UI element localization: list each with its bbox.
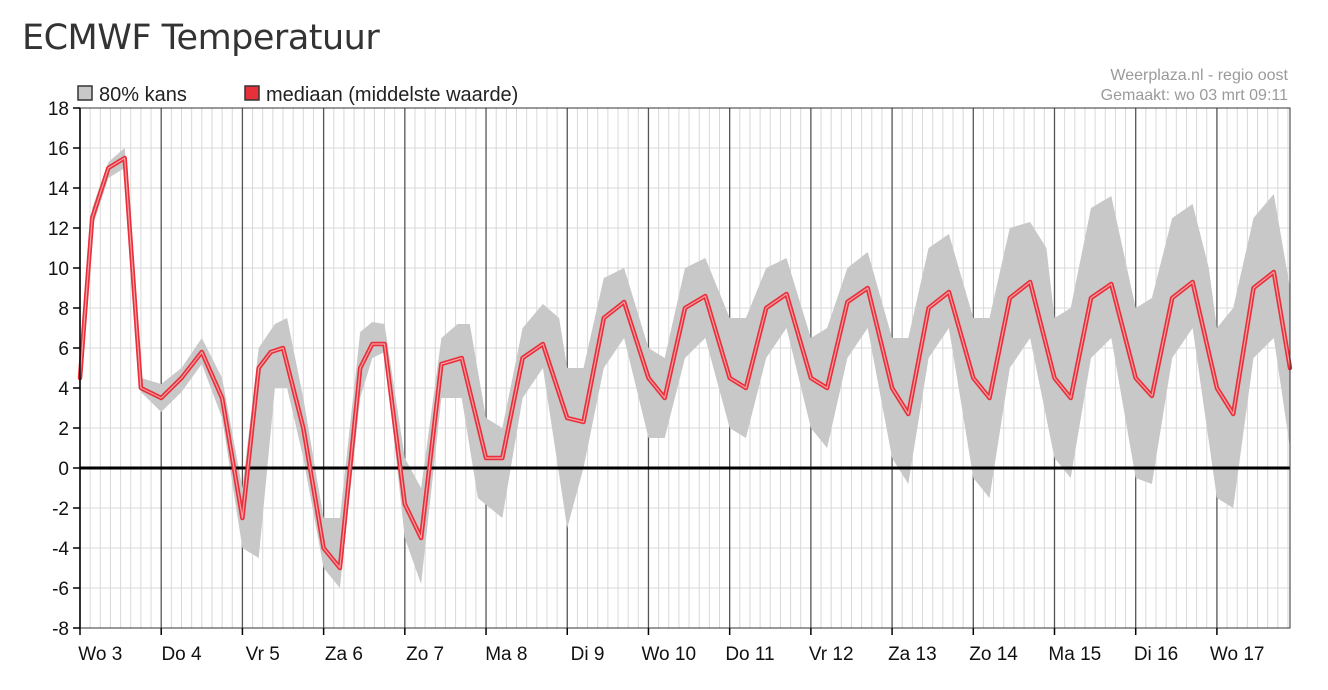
y-tick-label: 16 bbox=[48, 139, 69, 160]
legend-swatch-median bbox=[244, 85, 260, 101]
y-tick-label: 4 bbox=[58, 379, 69, 400]
created-timestamp: Gemaakt: wo 03 mrt 09:11 bbox=[1100, 87, 1288, 104]
x-tick-label: Za 13 bbox=[888, 644, 937, 665]
x-tick-label: Za 6 bbox=[325, 644, 363, 665]
x-tick-label: Ma 8 bbox=[485, 644, 527, 665]
y-tick-label: 0 bbox=[58, 459, 69, 480]
x-tick-label: Vr 5 bbox=[246, 644, 280, 665]
y-tick-label: 18 bbox=[48, 99, 69, 120]
median-line-highlight bbox=[79, 157, 1291, 569]
y-tick-label: -6 bbox=[52, 579, 69, 600]
x-tick-label: Zo 14 bbox=[969, 644, 1018, 665]
x-tick-label: Zo 7 bbox=[406, 644, 444, 665]
x-tick-label: Wo 3 bbox=[78, 644, 122, 665]
band-80-percent bbox=[80, 148, 1290, 588]
x-tick-label: Wo 10 bbox=[641, 644, 696, 665]
x-tick-label: Do 4 bbox=[161, 644, 202, 665]
y-tick-label: -2 bbox=[52, 499, 69, 520]
y-tick-label: -4 bbox=[52, 539, 69, 560]
legend-label-band: 80% kans bbox=[99, 84, 187, 106]
y-tick-label: -8 bbox=[52, 619, 69, 640]
legend-label-median: mediaan (middelste waarde) bbox=[266, 84, 518, 106]
source-credit: Weerplaza.nl - regio oost bbox=[1110, 67, 1288, 84]
y-tick-label: 14 bbox=[48, 179, 70, 200]
x-tick-label: Do 11 bbox=[725, 644, 774, 665]
y-tick-label: 2 bbox=[58, 419, 69, 440]
y-axis: 18 16 14 12 10 8 6 4 2 0 -2 -4 -6 -8 bbox=[48, 99, 81, 640]
y-tick-label: 8 bbox=[58, 299, 69, 320]
y-tick-label: 6 bbox=[58, 339, 69, 360]
x-tick-label: Wo 17 bbox=[1210, 644, 1265, 665]
page-title: ECMWF Temperatuur bbox=[22, 18, 380, 58]
x-tick-label: Di 9 bbox=[571, 644, 605, 665]
y-tick-label: 10 bbox=[48, 259, 69, 280]
x-tick-label: Ma 15 bbox=[1048, 644, 1101, 665]
y-tick-label: 12 bbox=[48, 219, 69, 240]
legend-swatch-band bbox=[77, 85, 93, 101]
x-tick-label: Di 16 bbox=[1134, 644, 1178, 665]
x-axis: Wo 3 Do 4 Vr 5 Za 6 Zo 7 Ma 8 Di 9 Wo 10 Do 11 Vr… bbox=[78, 628, 1265, 665]
legend: 80% kans mediaan (middelste waarde) bbox=[77, 84, 518, 106]
x-tick-label: Vr 12 bbox=[809, 644, 854, 665]
